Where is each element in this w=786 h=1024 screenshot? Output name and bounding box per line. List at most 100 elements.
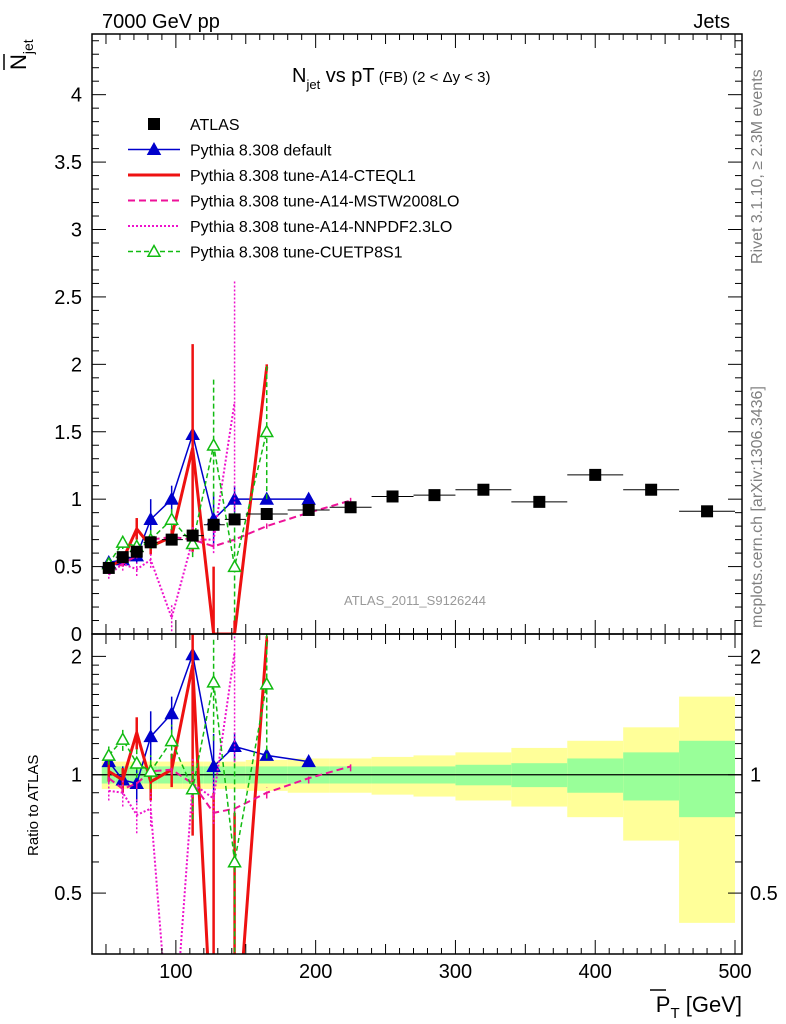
atlas-data-point xyxy=(130,545,143,558)
legend-entry: Pythia 8.308 tune-A14-MSTW2008LO xyxy=(128,194,459,211)
atlas-data-point xyxy=(228,513,241,526)
y-tick-label: 2.5 xyxy=(54,287,82,309)
atlas-data-point xyxy=(701,505,714,518)
ratio-y-tick-label: 1 xyxy=(71,765,82,787)
series-4-ratio-point xyxy=(206,674,221,688)
y-tick-label: 3 xyxy=(71,220,82,242)
series-0-ratio xyxy=(101,634,316,807)
main-plot xyxy=(101,280,736,634)
ratio-plot xyxy=(92,634,742,954)
atlas-data-point xyxy=(207,518,220,531)
ratio-y-tick-label: 2 xyxy=(71,646,82,668)
series-3-ratio xyxy=(108,634,236,954)
atlas-data-point xyxy=(428,489,441,502)
y-tick-label: 4 xyxy=(71,85,82,107)
x-axis-label: PT [GeV] xyxy=(650,989,742,1022)
legend-entry: Pythia 8.308 tune-A14-CTEQL1 xyxy=(128,168,416,185)
ratio-frame xyxy=(91,633,743,955)
series-4-ratio-point xyxy=(129,755,145,769)
atlas-data-point xyxy=(165,533,178,546)
legend-label: ATLAS xyxy=(190,117,240,134)
y-tick-label: 0.5 xyxy=(54,557,82,579)
plot-frames xyxy=(91,33,743,955)
series-3-line xyxy=(108,401,236,622)
legend-marker xyxy=(146,243,162,258)
y-tick-label: 0 xyxy=(71,624,82,646)
atlas-data-point xyxy=(589,468,602,481)
atlas-data xyxy=(101,468,736,574)
series-4-main xyxy=(101,364,275,621)
series-4-ratio xyxy=(101,634,275,954)
atlas-data-point xyxy=(533,495,546,508)
svg-text:PT [GeV]: PT [GeV] xyxy=(656,992,742,1022)
ratio-y-tick-label: 0.5 xyxy=(54,883,82,905)
series-4-ratio-point xyxy=(227,854,242,868)
legend-marker xyxy=(148,118,160,130)
series-1-main xyxy=(107,344,269,634)
y-tick-label: 2 xyxy=(71,354,82,376)
atlas-data-point xyxy=(144,536,157,549)
x-tick-label: 100 xyxy=(159,961,192,983)
series-1-line xyxy=(108,366,269,634)
ratio-y-axis-label: Ratio to ATLAS xyxy=(25,755,42,856)
legend: ATLAS Pythia 8.308 default Pythia 8.308 tu… xyxy=(128,117,459,262)
legend-label: Pythia 8.308 tune-A14-NNPDF2.3LO xyxy=(190,219,452,236)
side-label-bottom: mcplots.cern.ch [arXiv:1306.3436] xyxy=(749,386,766,628)
series-4-point xyxy=(164,511,179,525)
atlas-data-point xyxy=(116,551,129,564)
main-y-axis-label: Njet xyxy=(3,39,36,70)
legend-label: Pythia 8.308 tune-CUETP8S1 xyxy=(190,245,403,262)
series-4-ratio-point xyxy=(101,747,117,761)
series-0-ratio-point xyxy=(301,754,316,768)
series-4-point xyxy=(206,437,221,451)
legend-entry: Pythia 8.308 tune-A14-NNPDF2.3LO xyxy=(128,219,452,236)
series-0-point xyxy=(164,491,179,505)
header-left: 7000 GeV pp xyxy=(102,11,220,33)
series-4-point xyxy=(185,536,200,550)
analysis-watermark: ATLAS_2011_S9126244 xyxy=(344,593,486,608)
x-tick-label: 300 xyxy=(439,961,472,983)
legend-label: Pythia 8.308 tune-A14-CTEQL1 xyxy=(190,168,416,185)
series-0-ratio-point xyxy=(206,758,221,772)
legend-label: Pythia 8.308 tune-A14-MSTW2008LO xyxy=(190,194,459,211)
y-tick-label: 1.5 xyxy=(54,422,82,444)
series-4-point xyxy=(227,559,242,573)
series-4-ratio-point xyxy=(259,676,275,690)
legend-entry: ATLAS xyxy=(148,117,240,134)
chart-title: Njet vs pT (FB) (2 < Δy < 3) xyxy=(292,65,491,92)
legend-entry: Pythia 8.308 default xyxy=(128,141,332,160)
legend-label: Pythia 8.308 default xyxy=(190,143,332,160)
y-tick-label: 1 xyxy=(71,489,82,511)
series-2-ratio-line xyxy=(108,765,351,814)
ratio-y-tick-label-right: 2 xyxy=(750,646,761,668)
series-4-ratio-point xyxy=(185,781,200,795)
band-inner-bin xyxy=(679,740,736,818)
series-0-point xyxy=(143,511,158,525)
series-2-line xyxy=(108,499,351,572)
atlas-data-point xyxy=(645,483,658,496)
series-4-ratio-point xyxy=(143,763,158,777)
atlas-data-point xyxy=(386,490,399,503)
legend-marker xyxy=(146,141,162,156)
ratio-y-tick-label-right: 0.5 xyxy=(750,883,778,905)
atlas-data-point xyxy=(302,503,315,516)
legend-entry: Pythia 8.308 tune-CUETP8S1 xyxy=(128,243,403,262)
series-4-ratio-line xyxy=(108,681,268,863)
x-tick-label: 400 xyxy=(579,961,612,983)
atlas-data-point xyxy=(477,483,490,496)
atlas-data-point xyxy=(102,561,115,574)
series-0-ratio-line xyxy=(108,651,309,785)
side-label-top: Rivet 3.1.10, ≥ 2.3M events xyxy=(749,69,766,264)
axes: 100 200 300 400 500 0 0.5 1 1.5 2 2.5 3 3.5 4 0.5 0.5 1 1… xyxy=(54,34,778,983)
series-4-ratio-point xyxy=(164,733,179,747)
x-tick-label: 500 xyxy=(718,961,751,983)
band-inner-bin xyxy=(623,752,680,801)
series-3-ratio-line xyxy=(108,652,236,954)
series-4-ratio-point xyxy=(115,731,131,745)
y-tick-label: 3.5 xyxy=(54,152,82,174)
atlas-data-point xyxy=(344,501,357,514)
atlas-data-point xyxy=(260,508,273,520)
x-tick-label: 200 xyxy=(299,961,332,983)
ratio-y-tick-label-right: 1 xyxy=(750,765,761,787)
band-inner-bin xyxy=(567,758,624,793)
